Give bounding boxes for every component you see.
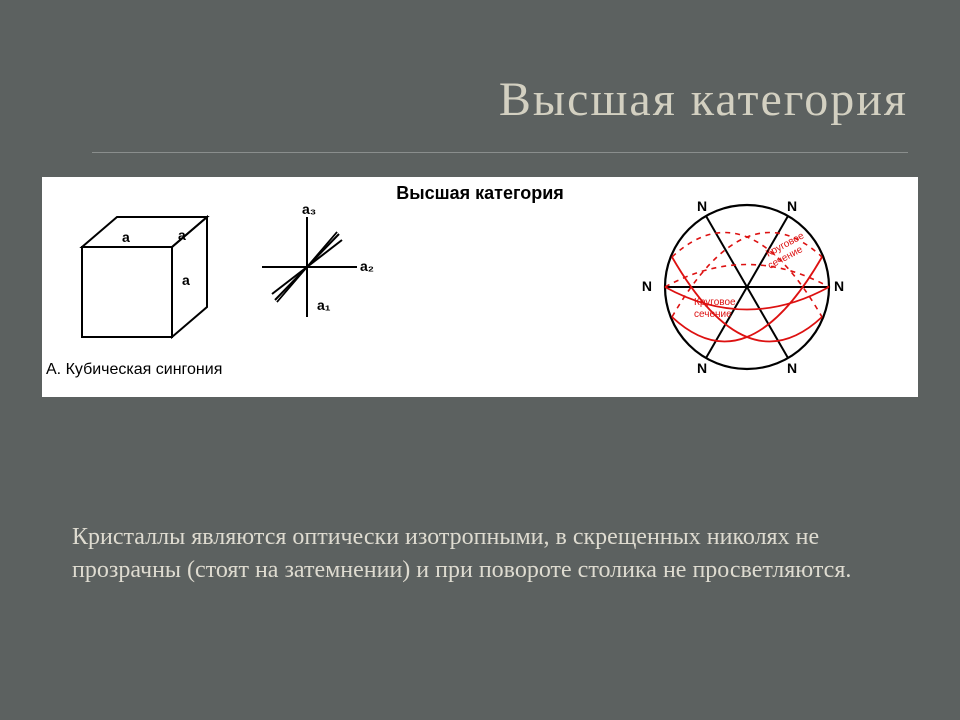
axis-label-a3: a₃	[302, 202, 316, 217]
cube-label-a-side: a	[182, 272, 190, 288]
body-text: Кристаллы являются оптически изотропными…	[72, 521, 888, 588]
n-label-ne: N	[787, 198, 797, 214]
page-title: Высшая категория	[499, 72, 908, 127]
slide: Высшая категория Высшая категория a a a	[12, 12, 948, 708]
section-label-1a: Круговое	[694, 297, 736, 308]
n-label-nw: N	[697, 198, 707, 214]
cube-label-a-top: a	[122, 229, 130, 245]
indicatrix-diagram: N N N N N N Круговое сечение Круговое се…	[602, 187, 892, 387]
n-label-sw: N	[697, 360, 707, 376]
n-label-se: N	[787, 360, 797, 376]
cube-diagram: a a a	[62, 207, 232, 347]
n-label-w: N	[642, 278, 652, 294]
axis-label-a2: a₂	[360, 258, 374, 274]
cube-label-a-top2: a	[178, 227, 186, 243]
axis-label-a1: a₁	[317, 297, 331, 313]
section-label-1b: сечение	[694, 309, 732, 320]
diagram-caption: А. Кубическая сингония	[46, 361, 222, 379]
axes-diagram: a₃ a₂ a₁	[247, 202, 377, 332]
title-rule	[92, 152, 908, 153]
n-label-e: N	[834, 278, 844, 294]
diagram-panel: Высшая категория a a a	[42, 177, 918, 397]
